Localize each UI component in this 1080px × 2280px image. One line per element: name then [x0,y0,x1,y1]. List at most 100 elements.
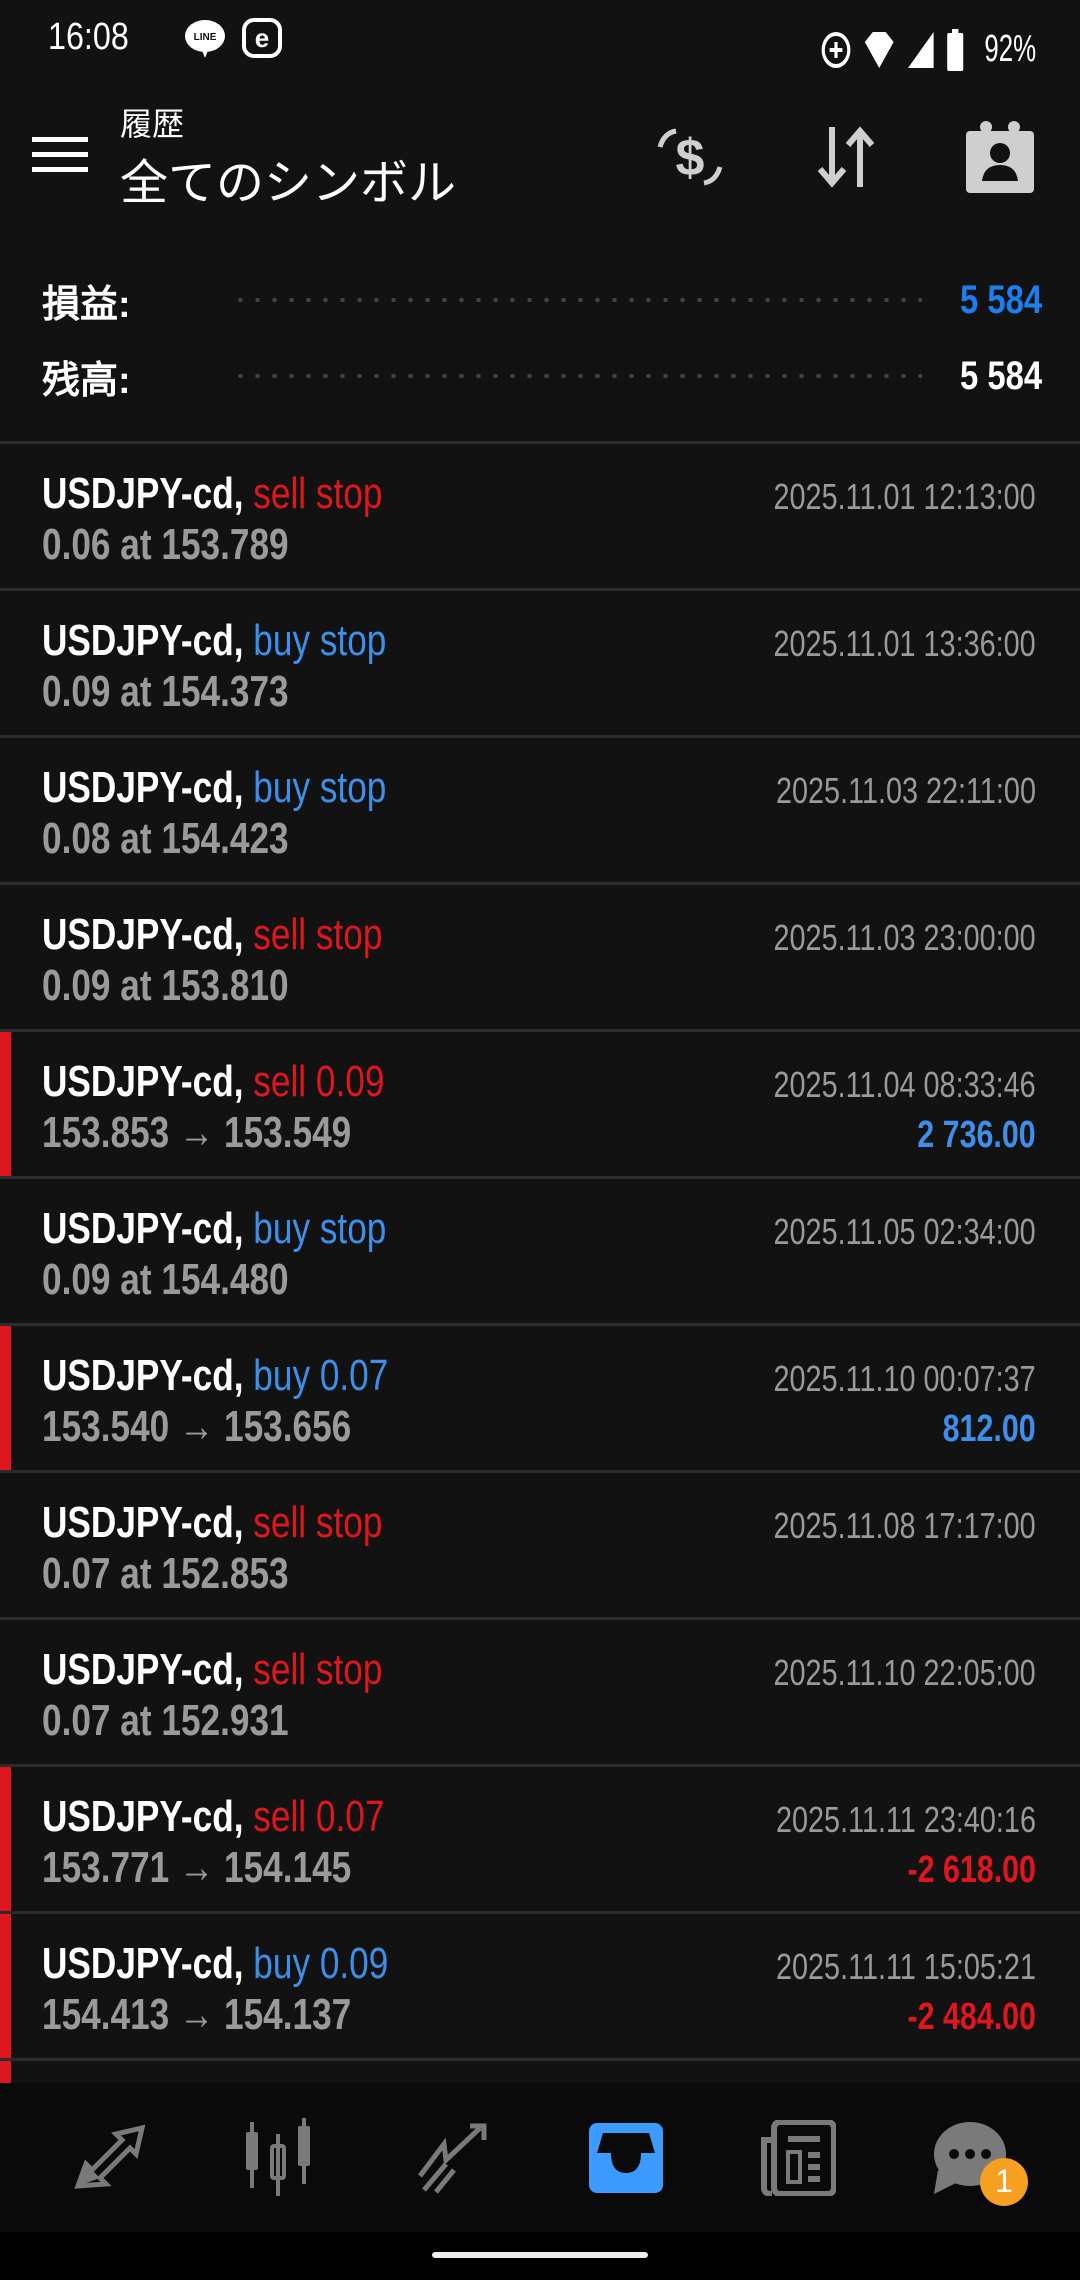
battery-level: 92% [984,28,1036,70]
status-bar: 16:08 LINE e 92% [0,0,1080,75]
row-right: 2025.11.05 02:34:00 [774,1207,1036,1257]
order-type: buy 0.09 [253,1939,389,1988]
line-icon: LINE [185,19,226,58]
trade-icon [418,2123,487,2194]
row-left: USDJPY-cd, buy 0.07 153.540 → 153.656 [42,1350,388,1452]
order-detail: 0.09 at 154.373 [42,667,289,716]
row-right: 2025.11.08 17:17:00 [774,1501,1036,1551]
system-nav-bar [0,2232,1080,2280]
profit: 812.00 [943,1408,1036,1450]
history-row[interactable]: USDJPY-cd, buy stop 0.09 at 154.480 2025.1… [0,1179,1080,1326]
row-left: USDJPY-cd, sell stop 0.09 at 153.810 [42,909,382,1011]
order-type: sell 0.09 [253,1057,385,1106]
row-right: 2025.11.10 00:07:37 812.00 [774,1354,1036,1454]
order-detail: 154.413 → 154.137 [42,1990,352,2039]
history-row[interactable]: USDJPY-cd, buy stop 0.08 at 154.423 2025.1… [0,738,1080,885]
row-left: USDJPY-cd, sell 0.09 153.853 → 153.549 [42,1056,384,1158]
chat-badge: 1 [980,2157,1028,2206]
svg-text:e: e [255,23,269,53]
symbol: USDJPY-cd, [42,1498,244,1547]
dotted-leader [232,374,922,378]
history-row[interactable]: USDJPY-cd, buy 0.07 153.540 → 153.656 2025… [0,1326,1080,1473]
symbol-filter-title[interactable]: 全てのシンボル [120,157,457,210]
profit-label: 損益: [42,283,131,326]
nav-trade[interactable] [368,2120,540,2196]
profit-value: 5 584 [959,277,1042,322]
row-left: USDJPY-cd, sell stop 0.06 at 153.789 [42,468,382,570]
balance-row: 残高: 5 584 [0,338,1080,414]
nav-chat[interactable]: 1 [884,2120,1056,2206]
bottom-nav: 1 [0,2083,1080,2232]
order-type: buy stop [253,616,387,665]
order-detail: 0.07 at 152.931 [42,1696,289,1745]
nav-quotes[interactable] [24,2120,196,2196]
history-icon [589,2122,663,2193]
balance-value: 5 584 [959,353,1042,398]
balance-label: 残高: [42,359,131,402]
svg-text:$: $ [676,129,705,187]
sort-icon[interactable] [808,119,884,195]
row-left: USDJPY-cd, buy stop 0.09 at 154.373 [42,615,386,717]
row-right: 2025.11.03 22:11:00 [776,766,1036,816]
row-left: USDJPY-cd, sell stop 0.07 at 152.931 [42,1644,382,1746]
order-time: 2025.11.10 00:07:37 [773,1358,1036,1399]
quotes-icon [74,2124,146,2189]
e-icon: e [242,17,283,58]
order-type: sell stop [253,1645,383,1694]
svg-text:LINE: LINE [194,32,217,43]
order-type: buy stop [253,1204,387,1253]
profit: -2 484.00 [907,1996,1036,2038]
home-handle[interactable] [432,2252,648,2258]
history-row[interactable]: USDJPY-cd, sell stop 0.07 at 152.853 2025.… [0,1473,1080,1620]
order-type: buy 0.07 [253,1351,389,1400]
symbol: USDJPY-cd, [42,1204,244,1253]
history-row[interactable]: USDJPY-cd, sell stop 0.06 at 153.789 2025.… [0,444,1080,591]
signal-icon [907,31,934,68]
menu-icon[interactable] [32,137,88,173]
app-bar: 履歴 全てのシンボル $ [0,75,1080,235]
order-type: sell stop [253,1498,383,1547]
symbol: USDJPY-cd, [42,910,244,959]
row-left: USDJPY-cd, buy stop 0.08 at 154.423 [42,762,386,864]
history-row[interactable]: USDJPY-cd, sell stop 0.09 at 153.810 2025.… [0,885,1080,1032]
row-right: 2025.11.03 23:00:00 [774,913,1036,963]
symbol: USDJPY-cd, [42,1792,244,1841]
history-row[interactable]: USDJPY-cd, sell 0.09 153.853 → 153.549 202… [0,1032,1080,1179]
row-right: 2025.11.01 12:13:00 [774,472,1036,522]
symbol: USDJPY-cd, [42,1351,244,1400]
history-list[interactable]: USDJPY-cd, sell stop 0.06 at 153.789 2025.… [0,441,1080,2208]
news-icon [761,2119,836,2196]
symbol: USDJPY-cd, [42,616,244,665]
history-row[interactable]: USDJPY-cd, sell stop 0.07 at 152.931 2025.… [0,1620,1080,1767]
order-time: 2025.11.03 23:00:00 [773,917,1036,958]
symbol: USDJPY-cd, [42,469,244,518]
currency-exchange-icon[interactable]: $ [652,119,728,195]
order-detail: 153.540 → 153.656 [42,1402,352,1451]
battery-icon [947,28,964,71]
wifi-icon [864,31,894,68]
history-row[interactable]: USDJPY-cd, buy stop 0.09 at 154.373 2025.1… [0,591,1080,738]
order-detail: 153.771 → 154.145 [42,1843,352,1892]
calendar-contact-icon[interactable] [962,119,1038,195]
order-type: sell 0.07 [253,1792,385,1841]
order-time: 2025.11.05 02:34:00 [773,1211,1036,1252]
order-detail: 0.07 at 152.853 [42,1549,289,1598]
order-type: sell stop [253,910,383,959]
history-row[interactable]: USDJPY-cd, buy 0.09 154.413 → 154.137 2025… [0,1914,1080,2061]
profit-row: 損益: 5 584 [0,262,1080,338]
row-left: USDJPY-cd, sell 0.07 153.771 → 154.145 [42,1791,384,1893]
summary: 損益: 5 584 残高: 5 584 [0,262,1080,414]
nav-chart[interactable] [196,2117,368,2198]
row-right: 2025.11.04 08:33:46 2 736.00 [774,1060,1036,1160]
row-left: USDJPY-cd, buy 0.09 154.413 → 154.137 [42,1938,388,2040]
nav-history[interactable] [540,2122,712,2193]
profit: 2 736.00 [917,1114,1036,1156]
profit: -2 618.00 [907,1849,1036,1891]
chart-icon [246,2117,310,2196]
order-time: 2025.11.04 08:33:46 [773,1064,1036,1105]
order-time: 2025.11.08 17:17:00 [773,1505,1036,1546]
order-time: 2025.11.03 22:11:00 [776,770,1036,811]
symbol: USDJPY-cd, [42,1939,244,1988]
nav-news[interactable] [712,2119,884,2196]
history-row[interactable]: USDJPY-cd, sell 0.07 153.771 → 154.145 202… [0,1767,1080,1914]
